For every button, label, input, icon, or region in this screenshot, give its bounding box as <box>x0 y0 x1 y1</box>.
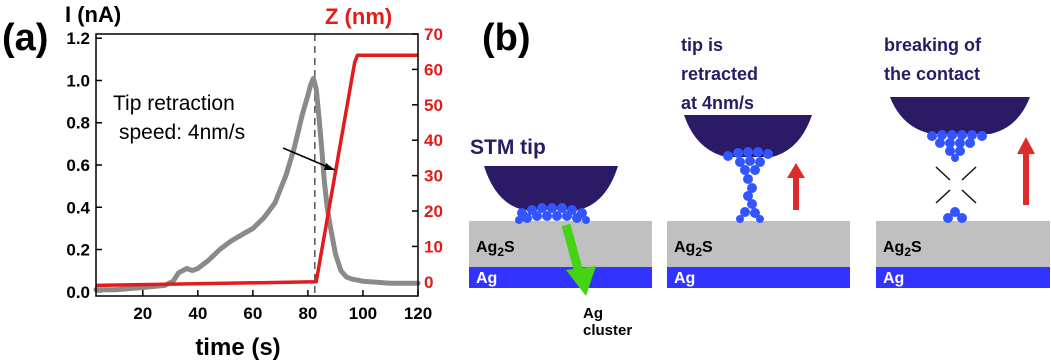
z-series-line <box>95 53 418 288</box>
y2-tick-label: 50 <box>424 96 443 115</box>
stm-tip-shape <box>890 97 1030 134</box>
y-tick-label: 0.8 <box>66 114 90 133</box>
ag2s-label: Ag2S <box>674 239 713 259</box>
red-arrow-head <box>1017 137 1035 154</box>
plot-area: 0.0 0.2 0.4 0.6 0.8 1.0 1.2 0 10 20 30 4… <box>66 25 443 323</box>
y-tick-label: 1.2 <box>66 29 90 48</box>
y-tick-label: 0.4 <box>66 198 90 217</box>
ag2s-label: Ag2S <box>476 239 515 259</box>
ag-label: Ag <box>476 270 497 287</box>
y-tick-label: 0.0 <box>66 283 90 302</box>
y-tick-label: 0.2 <box>66 241 90 260</box>
y2-tick-label: 20 <box>424 202 443 221</box>
green-arrow-shaft <box>561 223 585 278</box>
x-axis-label: time (s) <box>195 334 280 361</box>
panel-b-label: (b) <box>482 17 531 59</box>
tick-marks <box>96 33 419 296</box>
step2-caption-line-3: at 4nm/s <box>681 93 754 113</box>
scene-retraction: tip is retracted at 4nm/s Ag2S Ag <box>667 35 850 288</box>
y2-tick-label: 40 <box>424 131 443 150</box>
x-tick-label: 20 <box>133 304 152 323</box>
stm-tip-shape <box>684 115 812 157</box>
step2-caption-line-1: tip is <box>681 35 723 55</box>
y2-tick-label: 60 <box>424 60 443 79</box>
cluster-label-line-1: Ag <box>583 305 603 322</box>
red-arrow-head <box>787 163 805 178</box>
step3-caption-line-2: the contact <box>884 64 980 84</box>
annotation-line-2: speed: 4nm/s <box>119 121 245 144</box>
x-tick-label: 60 <box>243 304 262 323</box>
ag2s-layer <box>667 221 850 267</box>
ag-label: Ag <box>674 270 695 287</box>
plot-frame <box>95 33 419 297</box>
y-axis-label-left: I (nA) <box>65 2 121 27</box>
ag-layer <box>667 267 850 288</box>
y-tick-label: 1.0 <box>66 71 90 90</box>
annotation-pointer-head <box>324 163 335 170</box>
ag-label: Ag <box>883 270 904 287</box>
current-series-line <box>93 75 421 293</box>
ag-atoms-tip <box>927 130 987 162</box>
stm-tip-label: STM tip <box>470 136 546 159</box>
y2-tick-label: 10 <box>424 237 443 256</box>
ag-atoms-contact <box>515 203 590 224</box>
scene-breaking: breaking of the contact Ag2S Ag <box>876 35 1050 288</box>
cluster-label-line-2: cluster <box>583 322 632 339</box>
tick-labels: 0.0 0.2 0.4 0.6 0.8 1.0 1.2 0 10 20 30 4… <box>66 25 443 323</box>
step2-caption-line-2: retracted <box>681 64 758 84</box>
broken-contact-cross <box>935 166 977 204</box>
green-arrow-head <box>566 266 596 296</box>
y2-tick-label: 0 <box>424 273 433 292</box>
y2-tick-label: 70 <box>424 25 443 44</box>
x-tick-label: 40 <box>188 304 207 323</box>
panel-a-label: (a) <box>2 17 48 59</box>
ag-layer <box>876 267 1050 288</box>
scene-contact: STM tip Ag2S Ag Ag cluster <box>469 136 652 339</box>
annotation-line-1: Tip retraction <box>113 92 235 115</box>
stm-tip-shape <box>484 166 618 210</box>
ag2s-layer <box>876 221 1050 267</box>
x-tick-label: 100 <box>349 304 377 323</box>
step3-caption-line-1: breaking of <box>884 35 982 55</box>
x-tick-label: 80 <box>298 304 317 323</box>
y-tick-label: 0.6 <box>66 156 90 175</box>
ag-layer <box>469 267 652 288</box>
ag2s-layer <box>469 221 652 267</box>
x-tick-label: 120 <box>404 304 432 323</box>
ag2s-label: Ag2S <box>883 239 922 259</box>
y-axis-label-right: Z (nm) <box>325 4 392 29</box>
ag-atoms-filament <box>723 147 773 223</box>
ag-atoms-surface <box>943 207 967 223</box>
y2-tick-label: 30 <box>424 167 443 186</box>
